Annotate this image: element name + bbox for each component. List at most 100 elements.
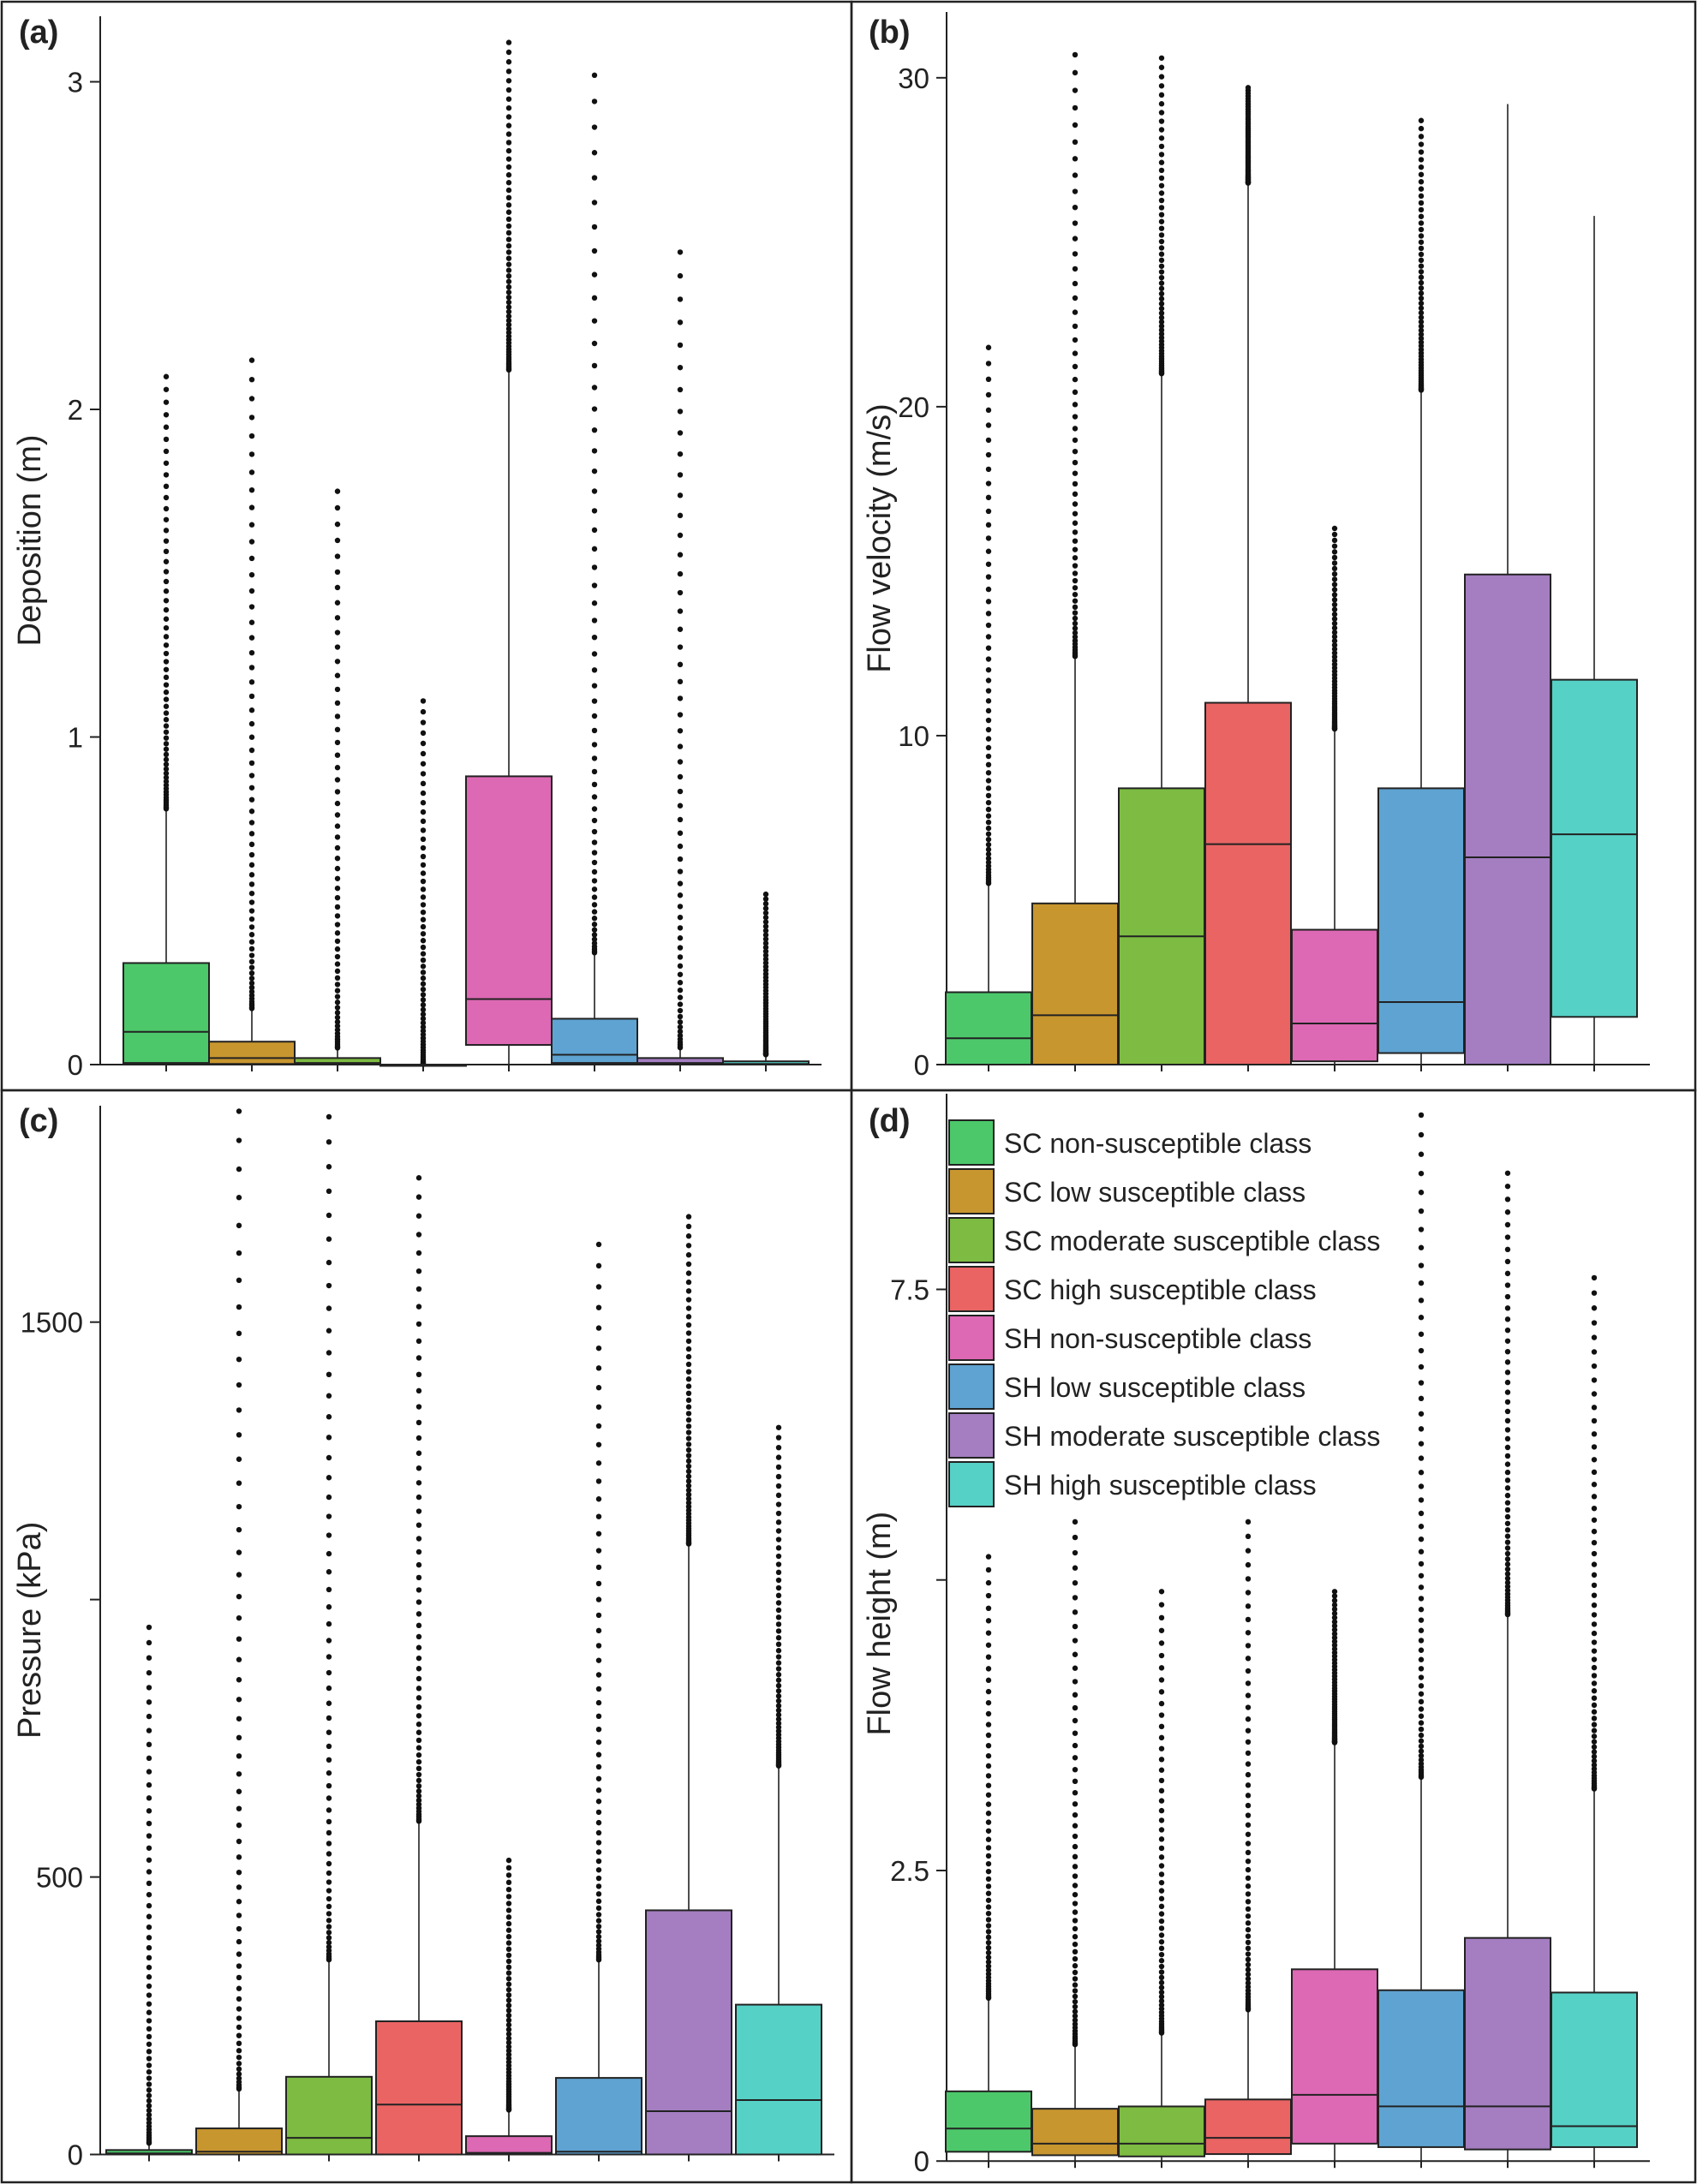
outlier-point	[1158, 1757, 1165, 1763]
outlier-point	[1591, 1482, 1598, 1488]
outlier-point	[595, 1819, 602, 1826]
outlier-point	[420, 970, 427, 976]
outlier-point	[163, 659, 170, 665]
box-6	[1377, 117, 1465, 1065]
outlier-point	[1591, 1457, 1598, 1463]
outlier-point	[1331, 601, 1338, 608]
outlier-point	[595, 1898, 602, 1905]
outlier-point	[595, 1799, 602, 1805]
outlier-point	[146, 2001, 152, 2007]
outlier-point	[415, 1797, 422, 1804]
outlier-point	[326, 1164, 332, 1170]
outlier-point	[415, 1574, 422, 1581]
outlier-point	[146, 2041, 152, 2047]
outlier-point	[1591, 1728, 1598, 1733]
outlier-point	[505, 104, 512, 111]
outlier-point	[1245, 1692, 1252, 1698]
box-iqr	[1377, 1989, 1465, 2148]
outlier-point	[334, 855, 341, 862]
outlier-point	[248, 486, 255, 493]
outlier-point	[420, 981, 427, 987]
outlier-point	[1504, 1539, 1511, 1545]
outlier-point	[146, 1954, 152, 1961]
outlier-point	[505, 1872, 512, 1878]
outlier-point	[415, 1450, 422, 1456]
outlier-point	[248, 773, 255, 779]
panel-a: (a) 0 1 2 3 Deposition (m)	[12, 15, 822, 1081]
outlier-point	[591, 508, 598, 514]
outlier-point	[1158, 92, 1165, 98]
outlier-point	[505, 2056, 512, 2062]
outlier-point	[1072, 480, 1079, 487]
outlier-point	[685, 1279, 692, 1286]
outlier-point	[685, 1468, 692, 1475]
outlier-point	[985, 1963, 992, 1969]
outlier-point	[677, 963, 684, 970]
outlier-point	[595, 1460, 602, 1466]
outlier-point	[163, 494, 170, 501]
outlier-point	[415, 1675, 422, 1682]
outlier-point	[334, 569, 341, 576]
outlier-point	[985, 1934, 992, 1941]
outlier-point	[505, 2017, 512, 2024]
outlier-point	[591, 272, 598, 277]
outlier-point	[326, 1841, 332, 1847]
legend-swatch	[948, 1217, 995, 1263]
outlier-point	[415, 1737, 422, 1744]
outlier-point	[163, 666, 170, 672]
outlier-point	[985, 1971, 992, 1977]
outlier-point	[1331, 641, 1338, 648]
outlier-point	[591, 886, 598, 892]
outlier-point	[415, 1435, 422, 1441]
outlier-point	[1072, 585, 1079, 591]
outlier-point	[762, 928, 769, 934]
outlier-point	[1158, 1911, 1165, 1917]
outlier-point	[334, 834, 341, 840]
outlier-point	[1072, 1534, 1079, 1541]
outlier-point	[326, 1236, 332, 1242]
outlier-point	[1418, 233, 1425, 239]
outlier-point	[420, 923, 427, 930]
outlier-point	[677, 773, 684, 780]
outlier-point	[1504, 1571, 1511, 1577]
outlier-point	[505, 78, 512, 84]
outlier-point	[775, 1648, 782, 1654]
outlier-point	[1591, 1494, 1598, 1500]
outlier-point	[985, 666, 992, 673]
outlier-point	[1158, 1827, 1165, 1833]
outlier-point	[1418, 1395, 1425, 1402]
outlier-point	[677, 816, 684, 823]
outlier-point	[1418, 1720, 1425, 1726]
outlier-point	[985, 1890, 992, 1896]
box-iqr	[1551, 678, 1638, 1018]
outlier-point	[1245, 1841, 1252, 1847]
outlier-point	[985, 761, 992, 768]
outlier-point	[1072, 1988, 1079, 1994]
outlier-point	[985, 1654, 992, 1660]
outlier-point	[415, 1765, 422, 1772]
outlier-point	[420, 853, 427, 860]
legend-swatch	[948, 1266, 995, 1312]
box-3	[285, 1113, 373, 2156]
outlier-point	[985, 819, 992, 826]
outlier-point	[677, 1032, 684, 1039]
outlier-point	[985, 792, 992, 799]
outlier-point	[163, 472, 170, 478]
outlier-point	[1158, 1974, 1165, 1981]
outlier-point	[1245, 1899, 1252, 1905]
outlier-point	[1418, 1536, 1425, 1543]
outlier-point	[505, 172, 512, 178]
outlier-point	[420, 997, 427, 1003]
outlier-point	[1158, 182, 1165, 188]
outlier-point	[334, 913, 341, 919]
outlier-point	[420, 750, 427, 757]
outlier-point	[163, 616, 170, 622]
outlier-point	[236, 1549, 242, 1555]
outlier-point	[1158, 1817, 1165, 1823]
outlier-point	[677, 552, 684, 558]
outlier-point	[1245, 1933, 1252, 1939]
outlier-point	[1158, 1989, 1165, 1996]
outlier-point	[326, 1569, 332, 1575]
outlier-point	[591, 755, 598, 761]
outlier-point	[163, 606, 170, 613]
